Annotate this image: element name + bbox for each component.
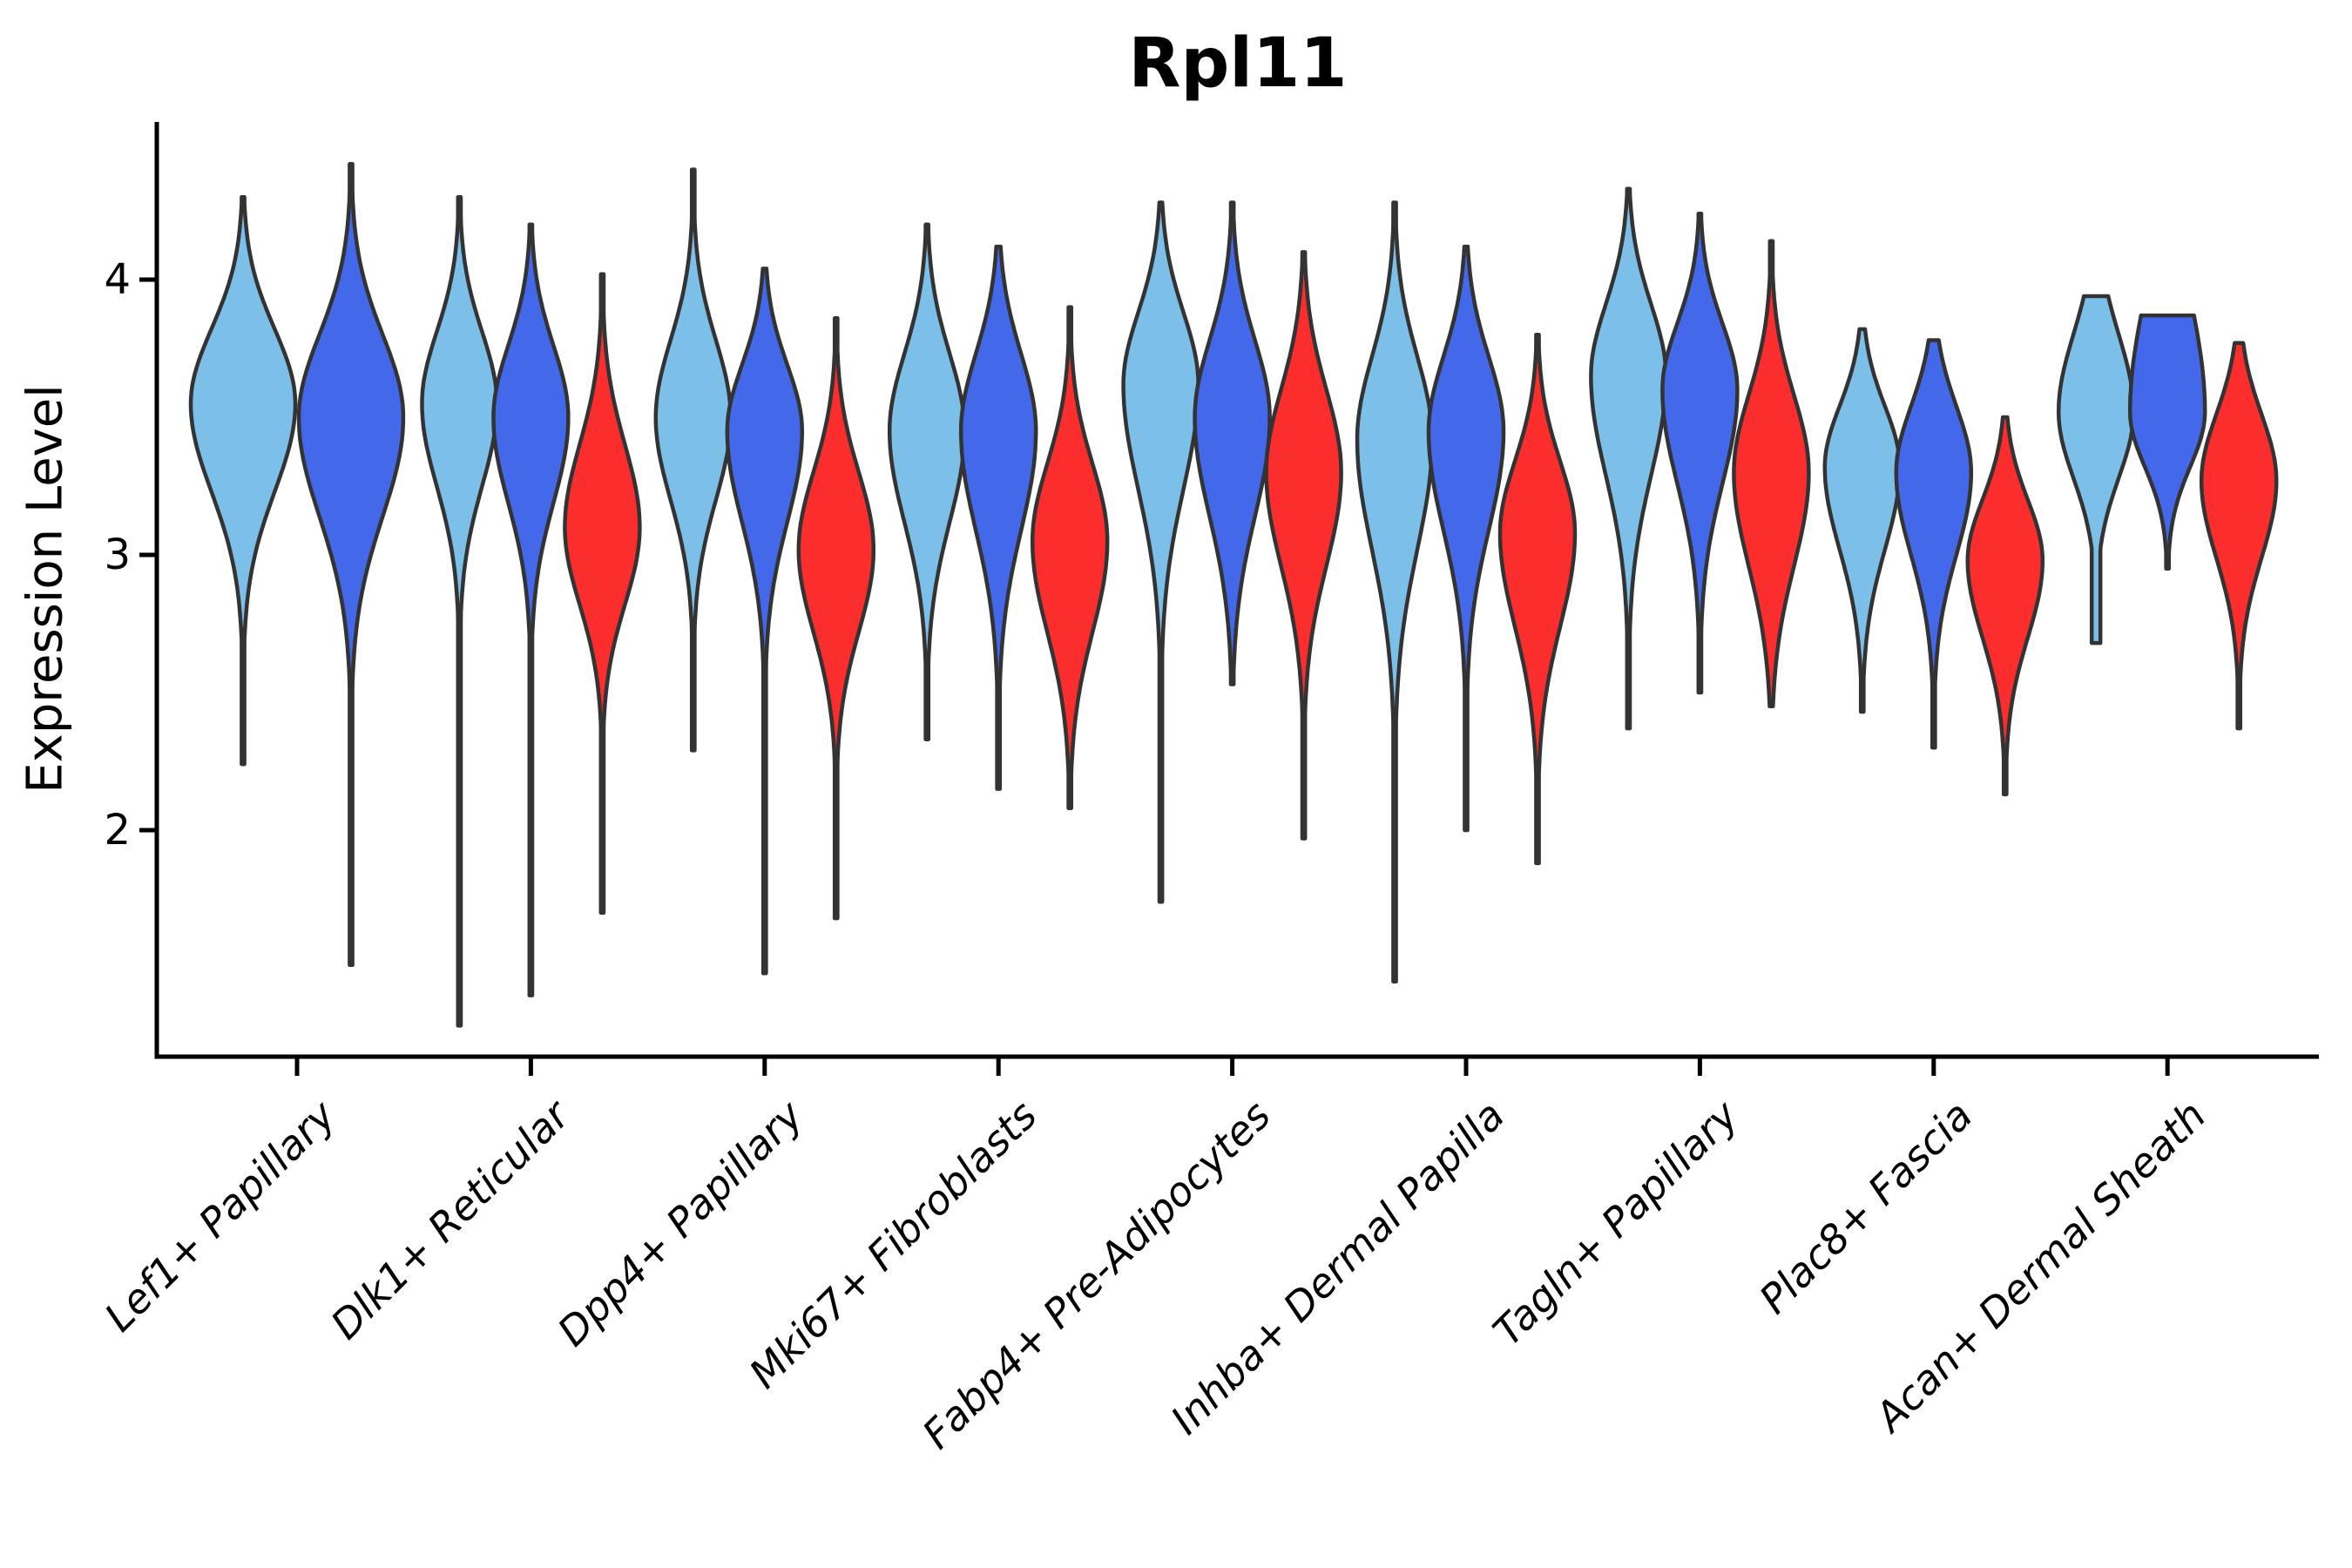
violin-royal-blue (2127, 313, 2207, 571)
violin-royal-blue (1894, 338, 1974, 750)
violin-red (796, 315, 876, 921)
violin-royal-blue (1660, 211, 1740, 695)
y-tick-label: 4 (104, 255, 131, 304)
violin-light-blue (1121, 200, 1200, 904)
violin-royal-blue (725, 267, 805, 976)
chart-title: Rpl11 (1128, 24, 1348, 103)
violin-red (1732, 239, 1811, 709)
violin-light-blue (653, 167, 733, 753)
violin-royal-blue (1426, 244, 1506, 833)
violin-royal-blue (296, 162, 406, 968)
violin-red (1264, 250, 1343, 841)
violin-light-blue (420, 194, 499, 1028)
violin-light-blue (2056, 294, 2136, 645)
violin-royal-blue (491, 222, 571, 997)
y-tick-label: 2 (104, 806, 131, 855)
violin-light-blue (887, 222, 967, 741)
violin-red (1030, 305, 1110, 810)
violin-light-blue (1355, 200, 1435, 984)
violin-royal-blue (958, 244, 1038, 791)
violin-red (1965, 415, 2045, 797)
y-tick-label: 3 (104, 531, 131, 579)
violin-red (563, 272, 642, 916)
violin-red (1497, 332, 1578, 866)
violin-royal-blue (1193, 200, 1272, 686)
violin-light-blue (1589, 186, 1668, 731)
violin-red (2199, 341, 2279, 731)
violin-light-blue (1822, 327, 1903, 714)
violin-light-blue (188, 194, 298, 767)
